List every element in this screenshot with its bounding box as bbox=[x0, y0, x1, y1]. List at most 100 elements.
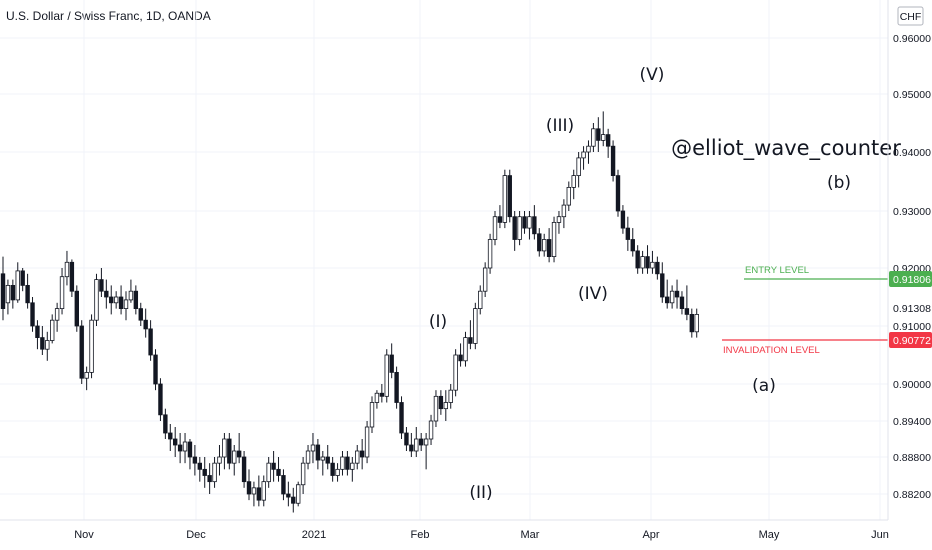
candle-body-129 bbox=[635, 250, 640, 269]
crosshair-price-label: 0.91308 bbox=[893, 303, 931, 315]
candle-36 bbox=[177, 433, 183, 464]
candle-body-68 bbox=[335, 468, 340, 476]
candle-body-88 bbox=[433, 395, 439, 422]
candle-75 bbox=[369, 396, 375, 433]
candle-111 bbox=[546, 228, 552, 263]
candle-body-58 bbox=[286, 493, 291, 498]
candle-body-104 bbox=[512, 216, 517, 240]
candle-90 bbox=[443, 390, 448, 421]
candle-5 bbox=[25, 273, 30, 309]
candle-body-18 bbox=[89, 319, 94, 373]
candle-body-128 bbox=[630, 239, 635, 252]
candle-42 bbox=[207, 463, 212, 494]
candle-56 bbox=[276, 457, 281, 482]
candle-57 bbox=[281, 469, 286, 501]
candle-body-44 bbox=[217, 456, 222, 464]
author-handle: @elliot_wave_counter bbox=[671, 136, 901, 161]
candle-141 bbox=[694, 308, 699, 338]
candle-22 bbox=[109, 285, 114, 315]
candle-81 bbox=[399, 396, 404, 439]
candle-body-116 bbox=[571, 175, 576, 188]
candle-body-84 bbox=[414, 438, 419, 452]
candle-41 bbox=[202, 457, 207, 488]
candle-body-10 bbox=[50, 319, 55, 341]
invalidation-level-value: 0.90772 bbox=[893, 335, 931, 347]
candle-46 bbox=[227, 433, 232, 470]
candle-93 bbox=[458, 343, 463, 367]
entry-level-badge bbox=[889, 271, 932, 287]
currency-badge[interactable]: CHF bbox=[897, 6, 924, 26]
candle-body-8 bbox=[40, 337, 45, 350]
candle-84 bbox=[414, 427, 419, 457]
candle-body-82 bbox=[404, 432, 409, 446]
candle-114 bbox=[561, 199, 567, 229]
candle-39 bbox=[192, 445, 198, 476]
candle-body-107 bbox=[527, 216, 532, 229]
candle-body-75 bbox=[369, 402, 375, 428]
candle-35 bbox=[172, 427, 178, 457]
candle-66 bbox=[325, 445, 330, 470]
candle-104 bbox=[512, 211, 517, 251]
candle-12 bbox=[59, 268, 65, 315]
candle-body-114 bbox=[561, 204, 567, 218]
candle-43 bbox=[212, 457, 217, 488]
candle-body-139 bbox=[684, 308, 690, 315]
candle-96 bbox=[473, 302, 478, 350]
candle-137 bbox=[674, 279, 680, 309]
candle-body-30 bbox=[148, 328, 153, 356]
candle-116 bbox=[571, 169, 576, 200]
candle-body-111 bbox=[546, 239, 552, 258]
candle-body-51 bbox=[251, 487, 257, 495]
candle-body-99 bbox=[487, 239, 493, 269]
wave-label-2: (III) bbox=[546, 116, 574, 136]
candle-body-40 bbox=[197, 462, 202, 470]
candle-body-55 bbox=[271, 462, 276, 470]
candle-117 bbox=[576, 152, 581, 188]
candle-74 bbox=[364, 421, 370, 464]
candle-body-108 bbox=[532, 216, 537, 235]
candle-body-77 bbox=[379, 392, 385, 397]
candle-body-97 bbox=[478, 290, 483, 310]
candle-67 bbox=[330, 457, 335, 482]
candle-body-2 bbox=[10, 284, 16, 301]
candle-135 bbox=[665, 279, 670, 309]
x-tick-7: Jun bbox=[871, 529, 889, 541]
candle-63 bbox=[310, 433, 316, 464]
candle-body-46 bbox=[227, 438, 232, 464]
candle-120 bbox=[591, 123, 596, 152]
candle-body-103 bbox=[507, 175, 512, 218]
candle-89 bbox=[438, 390, 444, 415]
candle-body-5 bbox=[25, 284, 30, 304]
candle-body-43 bbox=[212, 462, 217, 483]
candle-4 bbox=[20, 268, 25, 292]
candle-body-94 bbox=[463, 337, 468, 362]
candle-55 bbox=[271, 451, 276, 482]
candle-31 bbox=[153, 349, 158, 391]
candle-body-133 bbox=[655, 261, 660, 275]
candle-88 bbox=[433, 390, 439, 427]
candle-body-41 bbox=[202, 468, 207, 476]
candle-body-7 bbox=[35, 325, 40, 339]
candle-38 bbox=[187, 439, 193, 470]
candle-72 bbox=[355, 445, 360, 470]
candle-body-6 bbox=[30, 302, 35, 327]
entry-level-label: ENTRY LEVEL bbox=[745, 265, 809, 276]
grid bbox=[0, 0, 888, 520]
candle-body-9 bbox=[45, 340, 50, 350]
candle-body-49 bbox=[241, 456, 247, 483]
candle-body-79 bbox=[389, 354, 394, 373]
candle-23 bbox=[113, 291, 119, 309]
candle-27 bbox=[133, 285, 139, 315]
candle-103 bbox=[507, 169, 512, 223]
candle-97 bbox=[478, 285, 483, 315]
candle-body-100 bbox=[492, 216, 498, 240]
candle-body-27 bbox=[133, 290, 139, 310]
y-tick-2: 0.94000 bbox=[893, 147, 931, 159]
candle-body-19 bbox=[94, 279, 99, 321]
candle-82 bbox=[404, 427, 409, 451]
candle-body-117 bbox=[576, 157, 581, 176]
candle-32 bbox=[158, 378, 163, 421]
candle-34 bbox=[168, 424, 173, 451]
candle-body-45 bbox=[222, 438, 227, 458]
